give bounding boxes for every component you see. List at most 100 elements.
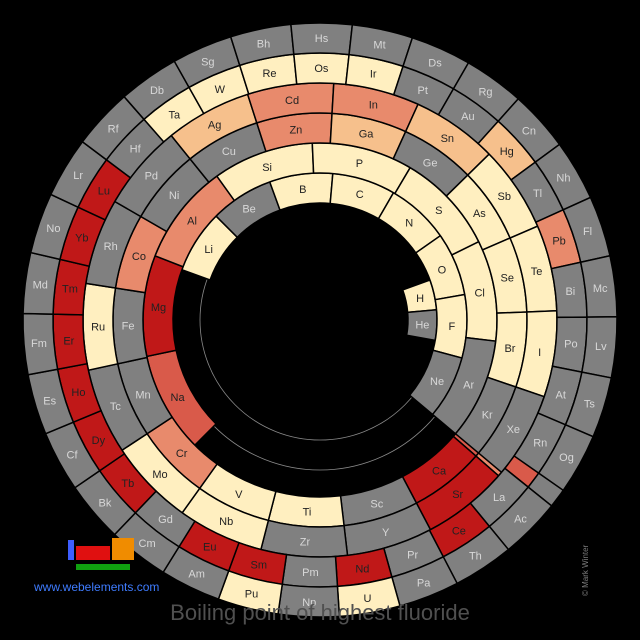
element-symbol-db: Db [150, 85, 164, 97]
element-cell-u[interactable] [336, 576, 401, 618]
element-cell-ds[interactable] [402, 36, 470, 90]
element-symbol-mn: Mn [135, 389, 150, 401]
element-symbol-w: W [215, 84, 226, 96]
logo-block-green [76, 564, 130, 570]
element-symbol-eu: Eu [203, 542, 216, 554]
element-symbol-po: Po [564, 338, 577, 350]
element-cell-rf[interactable] [81, 95, 146, 161]
element-symbol-pb: Pb [552, 235, 565, 247]
element-symbol-ca: Ca [432, 466, 447, 478]
element-cell-ac[interactable] [488, 486, 553, 551]
element-symbol-mg: Mg [151, 302, 166, 314]
element-cell-cf[interactable] [44, 421, 101, 489]
element-symbol-as: As [473, 208, 486, 220]
element-symbol-lu: Lu [98, 185, 110, 197]
element-symbol-bi: Bi [565, 286, 575, 298]
element-symbol-ds: Ds [428, 58, 442, 70]
element-symbol-u: U [363, 593, 371, 605]
element-cell-es[interactable] [27, 368, 75, 435]
element-symbol-sm: Sm [251, 559, 268, 571]
element-cell-hs[interactable] [290, 22, 354, 56]
element-cell-pu[interactable] [217, 569, 284, 615]
element-symbol-se: Se [501, 273, 514, 285]
element-symbol-os: Os [314, 63, 329, 75]
element-symbol-br: Br [504, 343, 515, 355]
element-symbol-cu: Cu [222, 146, 236, 158]
element-cell-ts[interactable] [564, 371, 613, 438]
element-cell-og[interactable] [537, 423, 595, 492]
element-symbol-ga: Ga [359, 129, 375, 141]
element-symbol-c: C [356, 189, 364, 201]
element-symbol-ti: Ti [303, 507, 312, 519]
element-cell-md[interactable] [22, 251, 61, 315]
website-link[interactable]: www.webelements.com [34, 580, 160, 594]
element-cell-nh[interactable] [534, 143, 592, 211]
element-symbol-rh: Rh [104, 241, 118, 253]
element-symbol-ir: Ir [370, 69, 377, 81]
element-symbol-ru: Ru [91, 321, 105, 333]
element-symbol-zr: Zr [300, 536, 311, 548]
element-cell-db[interactable] [123, 60, 191, 121]
element-cell-bh[interactable] [229, 23, 295, 67]
element-cell-mt[interactable] [348, 23, 414, 68]
webelements-logo-icon [66, 536, 138, 576]
element-cell-fm[interactable] [22, 312, 59, 376]
element-symbol-pr: Pr [407, 549, 418, 561]
element-cell-th[interactable] [442, 525, 510, 585]
element-cell-rg[interactable] [452, 61, 520, 123]
element-symbol-nd: Nd [355, 563, 369, 575]
element-symbol-hg: Hg [500, 146, 514, 158]
element-symbol-fe: Fe [122, 321, 135, 333]
element-symbol-hs: Hs [315, 33, 329, 45]
element-symbol-mc: Mc [593, 283, 608, 295]
element-symbol-lr: Lr [73, 170, 83, 182]
element-symbol-am: Am [188, 569, 205, 581]
element-cell-cn[interactable] [497, 97, 561, 164]
element-symbol-na: Na [171, 392, 186, 404]
element-symbol-re: Re [262, 68, 276, 80]
element-symbol-i: I [538, 347, 541, 359]
element-symbol-si: Si [262, 162, 272, 174]
element-cell-no[interactable] [29, 193, 80, 261]
element-symbol-pt: Pt [418, 85, 428, 97]
element-symbol-rg: Rg [478, 87, 492, 99]
element-cell-pa[interactable] [390, 555, 459, 607]
element-symbol-mo: Mo [152, 469, 167, 481]
element-cell-lv[interactable] [580, 316, 618, 379]
element-symbol-fm: Fm [31, 338, 47, 350]
element-cell-fl[interactable] [562, 196, 611, 264]
element-symbol-n: N [405, 218, 413, 230]
element-symbol-cn: Cn [522, 126, 536, 138]
element-symbol-nh: Nh [556, 173, 570, 185]
element-symbol-th: Th [469, 550, 482, 562]
element-symbol-rn: Rn [533, 437, 547, 449]
element-cell-lr[interactable] [49, 140, 108, 209]
element-symbol-at: At [556, 389, 566, 401]
element-symbol-sc: Sc [370, 498, 383, 510]
element-symbol-ne: Ne [430, 376, 444, 388]
element-symbol-ce: Ce [452, 525, 466, 537]
element-symbol-f: F [449, 321, 456, 333]
element-cell-np[interactable] [277, 583, 341, 618]
element-symbol-og: Og [559, 452, 574, 464]
element-symbol-ni: Ni [169, 190, 179, 202]
element-symbol-fl: Fl [583, 226, 592, 238]
element-symbol-he: He [415, 319, 429, 331]
element-symbol-cd: Cd [285, 95, 299, 107]
element-symbol-cl: Cl [474, 288, 484, 300]
element-symbol-rf: Rf [108, 123, 120, 135]
element-symbol-hf: Hf [130, 144, 142, 156]
element-symbol-bk: Bk [99, 497, 112, 509]
logo-block-orange [112, 538, 134, 560]
page-title: Boiling point of highest fluoride [170, 600, 470, 625]
element-symbol-ar: Ar [463, 379, 474, 391]
logo-block-red [76, 546, 110, 560]
element-cell-bk[interactable] [73, 469, 137, 536]
element-symbol-cr: Cr [176, 448, 188, 460]
element-cell-sg[interactable] [173, 35, 241, 89]
element-symbol-h: H [416, 293, 424, 305]
element-cell-am[interactable] [162, 545, 230, 601]
element-symbol-md: Md [33, 280, 48, 292]
element-cell-mc[interactable] [579, 254, 618, 318]
element-symbol-pd: Pd [145, 171, 158, 183]
